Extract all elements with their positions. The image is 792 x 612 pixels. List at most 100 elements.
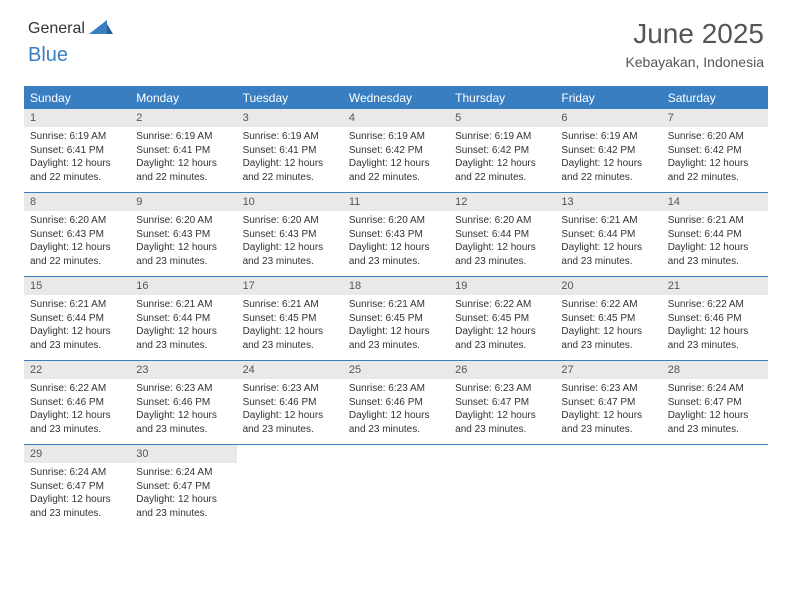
cell-date: 4 <box>343 109 449 127</box>
cell-date: 22 <box>24 361 130 379</box>
calendar-cell: 23Sunrise: 6:23 AMSunset: 6:46 PMDayligh… <box>130 361 236 444</box>
calendar-cell-empty <box>449 445 555 528</box>
cell-date: 17 <box>237 277 343 295</box>
calendar-cell: 3Sunrise: 6:19 AMSunset: 6:41 PMDaylight… <box>237 109 343 192</box>
calendar-cell: 25Sunrise: 6:23 AMSunset: 6:46 PMDayligh… <box>343 361 449 444</box>
calendar-cell: 4Sunrise: 6:19 AMSunset: 6:42 PMDaylight… <box>343 109 449 192</box>
calendar-cell: 5Sunrise: 6:19 AMSunset: 6:42 PMDaylight… <box>449 109 555 192</box>
calendar-cell: 12Sunrise: 6:20 AMSunset: 6:44 PMDayligh… <box>449 193 555 276</box>
cell-body: Sunrise: 6:21 AMSunset: 6:45 PMDaylight:… <box>343 295 449 352</box>
calendar-cell: 26Sunrise: 6:23 AMSunset: 6:47 PMDayligh… <box>449 361 555 444</box>
header: General June 2025 Kebayakan, Indonesia <box>0 0 792 76</box>
cell-body: Sunrise: 6:24 AMSunset: 6:47 PMDaylight:… <box>662 379 768 436</box>
cell-date: 25 <box>343 361 449 379</box>
cell-body: Sunrise: 6:19 AMSunset: 6:42 PMDaylight:… <box>555 127 661 184</box>
calendar-cell: 17Sunrise: 6:21 AMSunset: 6:45 PMDayligh… <box>237 277 343 360</box>
page-subtitle: Kebayakan, Indonesia <box>625 54 764 70</box>
cell-date: 5 <box>449 109 555 127</box>
cell-body: Sunrise: 6:19 AMSunset: 6:41 PMDaylight:… <box>237 127 343 184</box>
cell-date: 14 <box>662 193 768 211</box>
day-header: Wednesday <box>343 87 449 109</box>
cell-body: Sunrise: 6:20 AMSunset: 6:42 PMDaylight:… <box>662 127 768 184</box>
calendar-cell: 22Sunrise: 6:22 AMSunset: 6:46 PMDayligh… <box>24 361 130 444</box>
cell-body: Sunrise: 6:23 AMSunset: 6:47 PMDaylight:… <box>449 379 555 436</box>
cell-body: Sunrise: 6:21 AMSunset: 6:45 PMDaylight:… <box>237 295 343 352</box>
logo-text-general: General <box>28 20 85 38</box>
cell-body: Sunrise: 6:20 AMSunset: 6:43 PMDaylight:… <box>237 211 343 268</box>
cell-date: 6 <box>555 109 661 127</box>
cell-date: 30 <box>130 445 236 463</box>
cell-body: Sunrise: 6:24 AMSunset: 6:47 PMDaylight:… <box>24 463 130 520</box>
title-block: June 2025 Kebayakan, Indonesia <box>625 18 764 70</box>
day-header: Thursday <box>449 87 555 109</box>
calendar-cell: 28Sunrise: 6:24 AMSunset: 6:47 PMDayligh… <box>662 361 768 444</box>
cell-body: Sunrise: 6:20 AMSunset: 6:43 PMDaylight:… <box>24 211 130 268</box>
cell-date: 23 <box>130 361 236 379</box>
calendar-cell-empty <box>662 445 768 528</box>
calendar-cell: 19Sunrise: 6:22 AMSunset: 6:45 PMDayligh… <box>449 277 555 360</box>
cell-body: Sunrise: 6:22 AMSunset: 6:46 PMDaylight:… <box>24 379 130 436</box>
day-header: Friday <box>555 87 661 109</box>
cell-date: 18 <box>343 277 449 295</box>
cell-body: Sunrise: 6:21 AMSunset: 6:44 PMDaylight:… <box>662 211 768 268</box>
cell-body: Sunrise: 6:20 AMSunset: 6:43 PMDaylight:… <box>343 211 449 268</box>
calendar-cell: 24Sunrise: 6:23 AMSunset: 6:46 PMDayligh… <box>237 361 343 444</box>
cell-date: 10 <box>237 193 343 211</box>
page-title: June 2025 <box>625 18 764 50</box>
calendar-cell: 21Sunrise: 6:22 AMSunset: 6:46 PMDayligh… <box>662 277 768 360</box>
cell-date: 20 <box>555 277 661 295</box>
calendar-cell: 8Sunrise: 6:20 AMSunset: 6:43 PMDaylight… <box>24 193 130 276</box>
calendar-week: 29Sunrise: 6:24 AMSunset: 6:47 PMDayligh… <box>24 445 768 528</box>
cell-date: 29 <box>24 445 130 463</box>
cell-body: Sunrise: 6:23 AMSunset: 6:46 PMDaylight:… <box>343 379 449 436</box>
cell-date: 13 <box>555 193 661 211</box>
calendar-cell: 27Sunrise: 6:23 AMSunset: 6:47 PMDayligh… <box>555 361 661 444</box>
calendar-cell: 2Sunrise: 6:19 AMSunset: 6:41 PMDaylight… <box>130 109 236 192</box>
cell-body: Sunrise: 6:23 AMSunset: 6:47 PMDaylight:… <box>555 379 661 436</box>
cell-date: 21 <box>662 277 768 295</box>
cell-date: 28 <box>662 361 768 379</box>
calendar-cell: 7Sunrise: 6:20 AMSunset: 6:42 PMDaylight… <box>662 109 768 192</box>
calendar-cell: 1Sunrise: 6:19 AMSunset: 6:41 PMDaylight… <box>24 109 130 192</box>
cell-date: 8 <box>24 193 130 211</box>
logo-mark-icon <box>89 18 113 39</box>
cell-body: Sunrise: 6:21 AMSunset: 6:44 PMDaylight:… <box>130 295 236 352</box>
calendar-cell-empty <box>237 445 343 528</box>
cell-body: Sunrise: 6:23 AMSunset: 6:46 PMDaylight:… <box>237 379 343 436</box>
cell-body: Sunrise: 6:22 AMSunset: 6:46 PMDaylight:… <box>662 295 768 352</box>
cell-date: 15 <box>24 277 130 295</box>
cell-date: 2 <box>130 109 236 127</box>
cell-body: Sunrise: 6:22 AMSunset: 6:45 PMDaylight:… <box>555 295 661 352</box>
cell-body: Sunrise: 6:20 AMSunset: 6:43 PMDaylight:… <box>130 211 236 268</box>
day-header-row: Sunday Monday Tuesday Wednesday Thursday… <box>24 87 768 109</box>
calendar-cell: 16Sunrise: 6:21 AMSunset: 6:44 PMDayligh… <box>130 277 236 360</box>
calendar-cell: 10Sunrise: 6:20 AMSunset: 6:43 PMDayligh… <box>237 193 343 276</box>
cell-date: 3 <box>237 109 343 127</box>
cell-date: 11 <box>343 193 449 211</box>
calendar-cell: 30Sunrise: 6:24 AMSunset: 6:47 PMDayligh… <box>130 445 236 528</box>
day-header: Saturday <box>662 87 768 109</box>
cell-date: 16 <box>130 277 236 295</box>
calendar-cell: 14Sunrise: 6:21 AMSunset: 6:44 PMDayligh… <box>662 193 768 276</box>
cell-date: 1 <box>24 109 130 127</box>
calendar-week: 15Sunrise: 6:21 AMSunset: 6:44 PMDayligh… <box>24 277 768 361</box>
cell-date: 7 <box>662 109 768 127</box>
calendar-cell-empty <box>555 445 661 528</box>
cell-date: 9 <box>130 193 236 211</box>
calendar-week: 1Sunrise: 6:19 AMSunset: 6:41 PMDaylight… <box>24 109 768 193</box>
cell-body: Sunrise: 6:19 AMSunset: 6:41 PMDaylight:… <box>130 127 236 184</box>
cell-body: Sunrise: 6:19 AMSunset: 6:42 PMDaylight:… <box>343 127 449 184</box>
cell-body: Sunrise: 6:20 AMSunset: 6:44 PMDaylight:… <box>449 211 555 268</box>
logo-text-blue: Blue <box>28 44 68 67</box>
day-header: Tuesday <box>237 87 343 109</box>
calendar-week: 8Sunrise: 6:20 AMSunset: 6:43 PMDaylight… <box>24 193 768 277</box>
calendar-cell: 29Sunrise: 6:24 AMSunset: 6:47 PMDayligh… <box>24 445 130 528</box>
cell-date: 27 <box>555 361 661 379</box>
cell-date: 26 <box>449 361 555 379</box>
calendar-cell: 11Sunrise: 6:20 AMSunset: 6:43 PMDayligh… <box>343 193 449 276</box>
cell-body: Sunrise: 6:19 AMSunset: 6:41 PMDaylight:… <box>24 127 130 184</box>
calendar-cell: 18Sunrise: 6:21 AMSunset: 6:45 PMDayligh… <box>343 277 449 360</box>
calendar-cell: 9Sunrise: 6:20 AMSunset: 6:43 PMDaylight… <box>130 193 236 276</box>
logo: General <box>28 18 117 39</box>
calendar-cell: 15Sunrise: 6:21 AMSunset: 6:44 PMDayligh… <box>24 277 130 360</box>
